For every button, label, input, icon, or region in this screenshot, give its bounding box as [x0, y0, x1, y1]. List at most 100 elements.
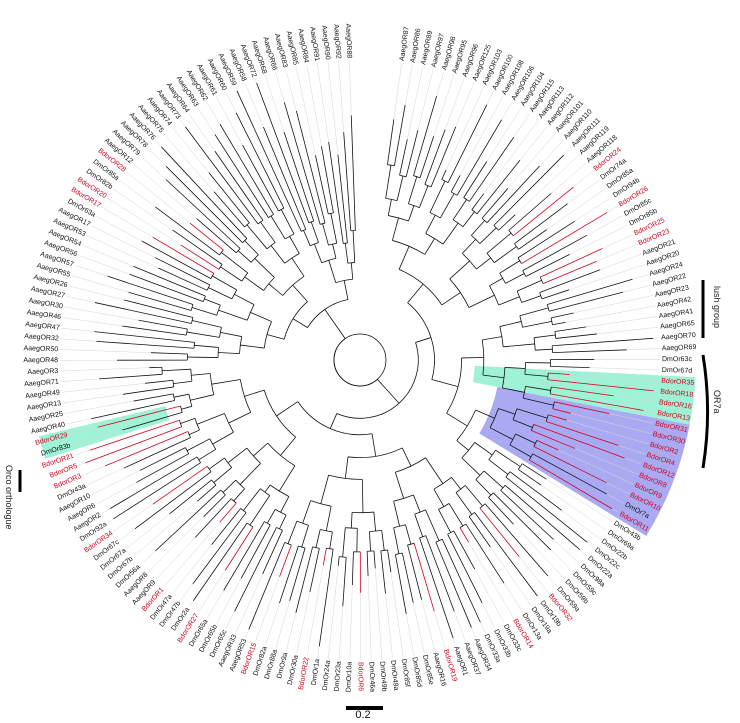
tree-branch	[524, 373, 548, 377]
tree-arc	[235, 479, 245, 490]
leaf-guide	[596, 326, 659, 335]
leaf-guide	[459, 96, 504, 176]
tree-branch	[488, 497, 514, 525]
tree-branch	[503, 343, 535, 348]
tree-branch	[525, 386, 551, 391]
tree-arc	[528, 453, 534, 461]
leaf-guide	[216, 578, 242, 624]
leaf-guide	[539, 139, 564, 167]
leaf-guide	[546, 188, 607, 230]
tree-branch	[343, 132, 352, 231]
leaf-guide	[407, 66, 424, 140]
tree-branch	[158, 267, 208, 291]
tree-branch	[429, 180, 446, 213]
leaf-guide	[573, 295, 654, 314]
tree-branch	[554, 401, 610, 415]
leaf-guide	[317, 63, 329, 143]
leaf-guide	[235, 87, 238, 91]
tree-arc	[224, 413, 234, 433]
tree-branch	[266, 334, 285, 340]
leaf-guide	[367, 576, 372, 660]
tree-branch	[256, 82, 310, 223]
leaf-guide	[245, 629, 250, 638]
tree-branch	[278, 465, 296, 492]
tree-branch	[414, 514, 424, 537]
tree-arc	[179, 420, 183, 427]
tree-arc	[524, 362, 526, 375]
tree-arc	[194, 418, 200, 431]
tree-branch	[504, 367, 526, 369]
leaf-label: DmOr23a	[334, 661, 343, 692]
leaf-guide	[567, 179, 600, 204]
tree-arc	[246, 447, 261, 464]
tree-arc	[263, 389, 296, 438]
tree-branch	[369, 531, 371, 552]
tree-branch	[529, 459, 613, 510]
tree-arc	[499, 272, 506, 284]
leaf-label: AaegOR48	[23, 357, 58, 364]
tree-arc	[307, 299, 349, 328]
tree-branch	[214, 134, 269, 218]
leaf-guide	[537, 595, 541, 600]
tree-branch	[476, 257, 491, 270]
leaf-guide	[133, 501, 198, 557]
tree-branch	[512, 419, 533, 428]
tree-arc	[462, 253, 477, 270]
tree-branch	[123, 437, 191, 469]
leaf-guide	[64, 400, 134, 414]
tree-branch	[94, 302, 192, 324]
leaf-label: BdorOR22	[298, 657, 311, 691]
leaf-guide	[102, 508, 111, 514]
tree-branch	[155, 489, 222, 552]
tree-branch	[270, 215, 286, 240]
tree-branch	[213, 467, 232, 483]
tree-branch	[181, 405, 192, 410]
tree-branch	[508, 193, 552, 231]
tree-branch	[223, 521, 265, 591]
leaf-guide	[60, 349, 151, 353]
leaf-label: DmOr24a	[322, 660, 332, 691]
tree-branch	[540, 248, 603, 278]
tree-branch	[239, 463, 261, 485]
leaf-guide	[72, 275, 129, 293]
tree-branch	[498, 296, 520, 306]
tree-branch	[162, 368, 191, 372]
tree-arc	[486, 253, 495, 263]
tree-branch	[279, 545, 299, 604]
tree-branch	[456, 440, 469, 451]
tree-branch	[141, 240, 212, 280]
tree-branch	[474, 442, 493, 456]
tree-branch	[192, 522, 248, 601]
guide-lines	[59, 60, 660, 661]
leaf-guide	[632, 274, 648, 280]
tree-branch	[280, 436, 297, 456]
tree-branch	[172, 229, 223, 265]
tree-branch	[377, 379, 400, 404]
tree-arc	[193, 342, 195, 349]
tree-branch	[554, 326, 587, 332]
tree-branch	[486, 232, 512, 254]
leaf-guide	[82, 465, 106, 476]
tree-branch	[456, 119, 502, 196]
leaf-guide	[481, 602, 496, 629]
leaf-guide	[445, 86, 485, 170]
tree-branch	[191, 307, 217, 316]
tree-arc	[347, 447, 403, 458]
leaf-guide	[66, 296, 96, 303]
tree-branch	[446, 412, 468, 427]
leaf-guide	[606, 482, 629, 494]
leaf-guide	[349, 585, 353, 660]
tree-arc	[516, 290, 523, 303]
tree-branch	[152, 236, 215, 274]
tree-branch	[548, 372, 570, 375]
leaf-guide	[550, 549, 573, 572]
leaf-guide	[486, 91, 494, 105]
tree-branch	[264, 484, 271, 493]
tree-branch	[393, 501, 400, 527]
tree-branch	[532, 453, 607, 495]
tree-branch	[249, 495, 271, 526]
tree-branch	[295, 546, 314, 613]
tree-arc	[333, 338, 378, 387]
tree-branch	[548, 414, 567, 421]
